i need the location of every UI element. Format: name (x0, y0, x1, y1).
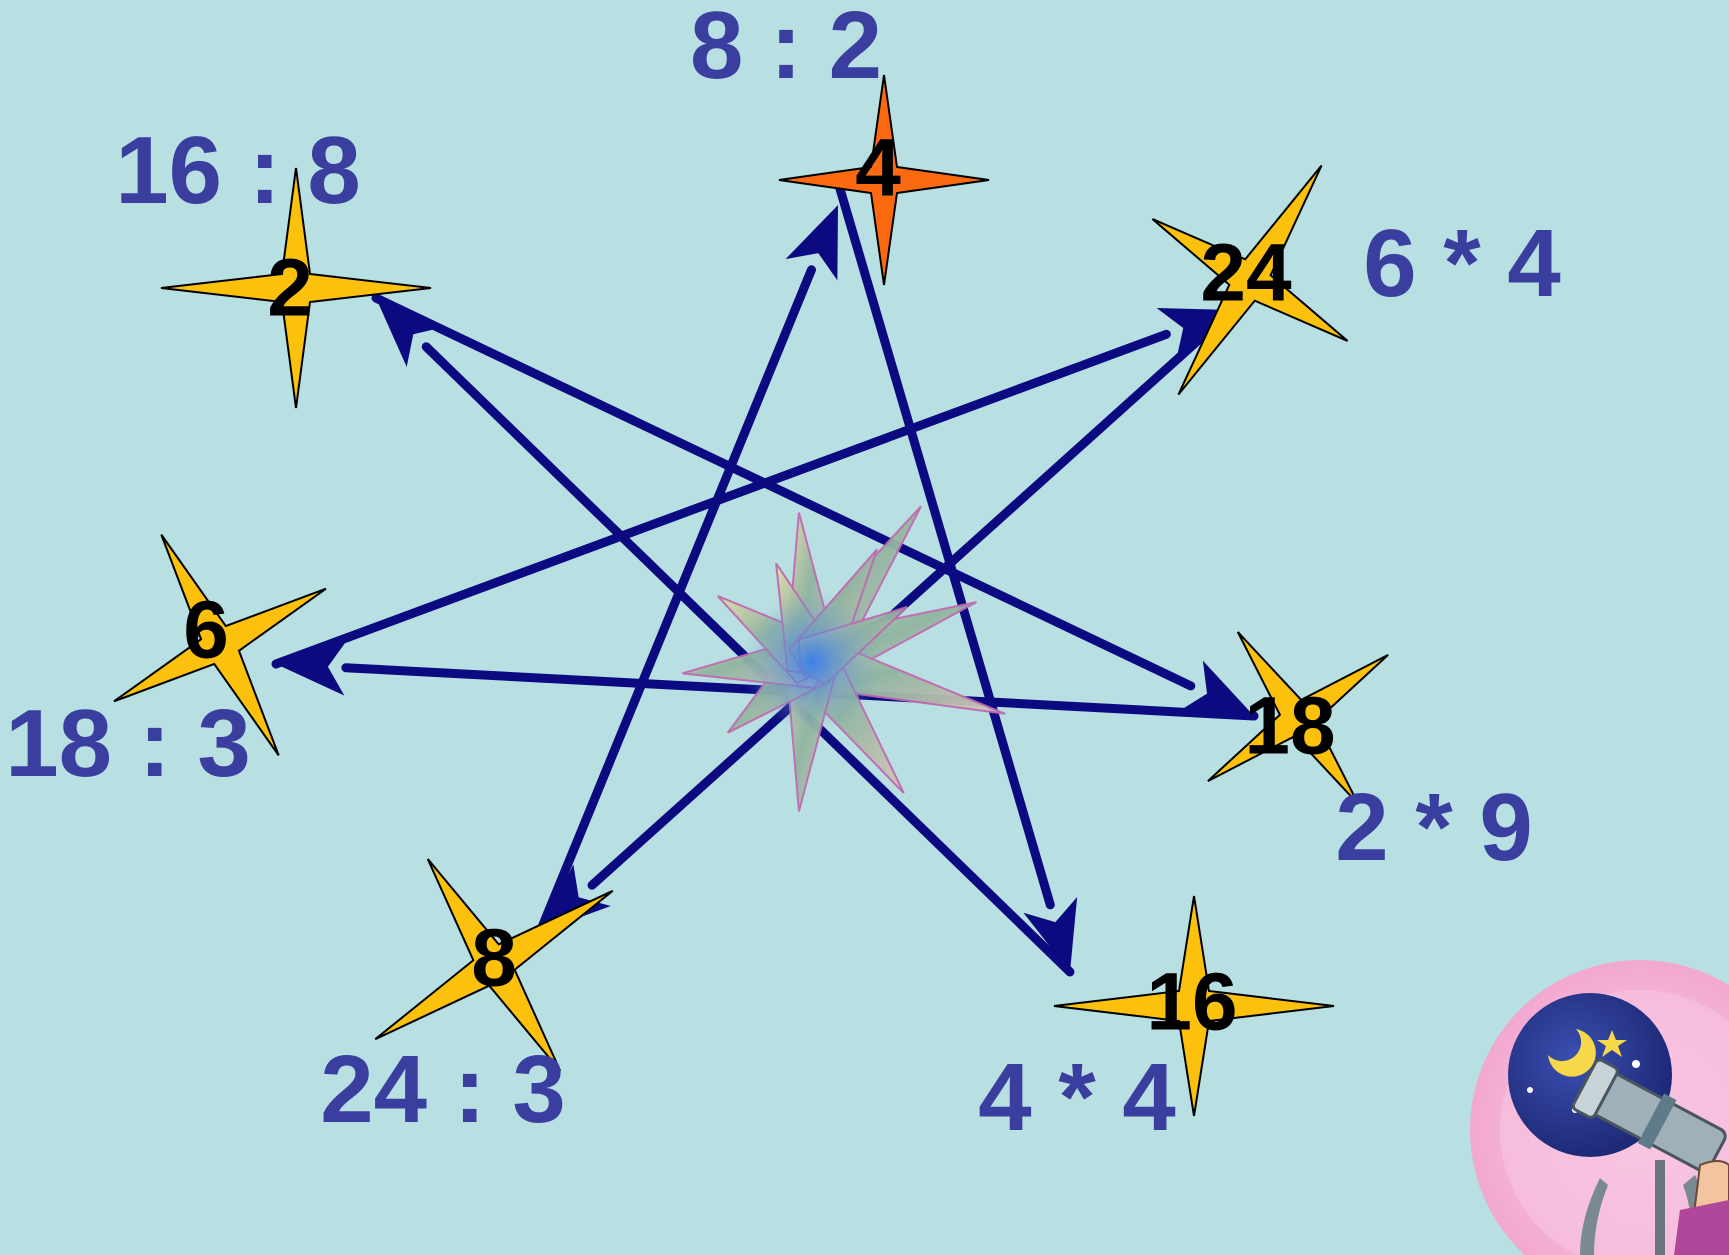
arrow-line (535, 265, 816, 937)
star-8-expression: 24 : 3 (320, 1036, 565, 1143)
star-6-shape (113, 534, 327, 756)
star-18-expression: 2 * 9 (1335, 774, 1532, 881)
star-18-value: 18 (1244, 681, 1335, 772)
star-6-expression: 18 : 3 (5, 690, 250, 797)
arrow-path (271, 177, 1259, 977)
star-2-expression: 16 : 8 (115, 117, 360, 224)
telescope-icon (1470, 960, 1729, 1255)
star-8-value: 8 (471, 913, 517, 1004)
star-16-shape (1053, 895, 1335, 1117)
four-point-star (1207, 631, 1389, 805)
four-point-star (1151, 164, 1349, 396)
star-24-expression: 6 * 4 (1363, 210, 1560, 317)
arrowhead (1023, 896, 1078, 972)
star-16-value: 16 (1146, 957, 1237, 1048)
star-24-value: 24 (1200, 228, 1292, 319)
arrowhead (376, 298, 446, 367)
arrowhead (276, 639, 348, 696)
star-4-value: 4 (855, 123, 901, 214)
star-4-expression: 8 : 2 (690, 0, 882, 99)
star-8-shape (374, 858, 614, 1072)
four-point-star (778, 74, 990, 286)
arrowhead (1178, 660, 1254, 716)
sparkling-star-icon (682, 505, 1006, 812)
star-18-shape (1207, 631, 1389, 805)
four-point-star (160, 167, 432, 409)
star-24-shape (1151, 164, 1349, 396)
arrow-line (271, 329, 1171, 669)
arrowhead (785, 205, 838, 281)
star-2-value: 2 (267, 243, 313, 334)
four-point-star (374, 858, 614, 1072)
four-point-star (113, 534, 327, 756)
arrow-line (833, 177, 1055, 910)
star-16-expression: 4 * 4 (978, 1044, 1175, 1151)
arrow-line (371, 293, 1196, 691)
arrow-line (587, 305, 1237, 890)
arrowhead (540, 864, 611, 932)
star-6-value: 6 (183, 585, 229, 676)
star-4-shape (778, 74, 990, 286)
four-point-star (1053, 895, 1335, 1117)
star-2-shape (160, 167, 432, 409)
